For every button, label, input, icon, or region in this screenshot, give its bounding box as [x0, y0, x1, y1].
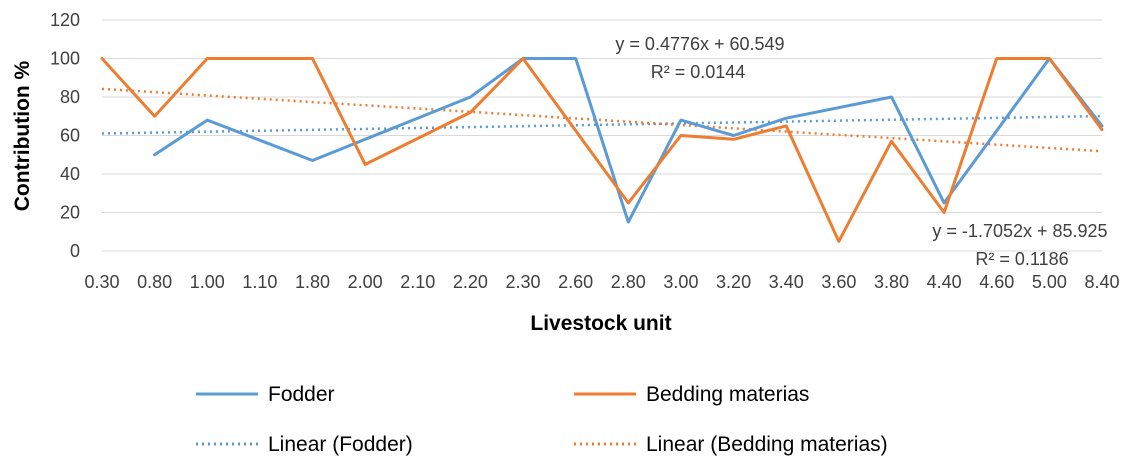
- series-lines: [100, 57, 1104, 243]
- legend-label-linear-fodder: Linear (Fodder): [268, 433, 413, 456]
- x-tick-label: 1.80: [295, 272, 330, 292]
- series-line-bedding: [100, 57, 1104, 243]
- y-tick-label: 0: [70, 241, 80, 261]
- x-tick-label: 0.80: [137, 272, 172, 292]
- legend-item-linear-bedding: Linear (Bedding materias): [574, 433, 888, 456]
- x-tick-label: 4.40: [927, 272, 962, 292]
- x-tick-labels: 0.30 0.80 1.00 1.10 1.80 2.00 2.10 2.20 2.30 2.60…: [84, 272, 1119, 292]
- fodder-trend-r2: R² = 0.0144: [651, 62, 746, 82]
- x-tick-label: 2.10: [400, 272, 435, 292]
- x-tick-label: 2.60: [558, 272, 593, 292]
- fodder-trend-equation: y = 0.4776x + 60.549: [615, 34, 784, 54]
- bedding-trend-equation: y = -1.7052x + 85.925: [932, 221, 1107, 241]
- x-tick-label: 0.30: [84, 272, 119, 292]
- legend-label-fodder: Fodder: [268, 383, 335, 406]
- legend-label-bedding: Bedding materias: [646, 383, 809, 406]
- x-tick-label: 1.10: [242, 272, 277, 292]
- y-tick-label: 60: [60, 126, 80, 146]
- x-tick-label: 2.30: [506, 272, 541, 292]
- x-tick-label: 1.00: [190, 272, 225, 292]
- legend-item-linear-fodder: Linear (Fodder): [196, 433, 413, 456]
- legend-item-fodder: Fodder: [196, 383, 335, 406]
- y-tick-label: 100: [50, 49, 80, 69]
- x-tick-label: 2.00: [348, 272, 383, 292]
- y-tick-labels: 0 20 40 60 80 100 120: [50, 10, 80, 261]
- x-tick-label: 3.20: [716, 272, 751, 292]
- y-tick-label: 120: [50, 10, 80, 30]
- series-line-fodder: [153, 57, 1104, 224]
- y-tick-label: 80: [60, 87, 80, 107]
- x-tick-label: 3.60: [821, 272, 856, 292]
- legend-label-linear-bedding: Linear (Bedding materias): [646, 433, 888, 456]
- x-axis-label: Livestock unit: [530, 312, 671, 335]
- x-tick-label: 5.00: [1032, 272, 1067, 292]
- x-tick-label: 3.00: [663, 272, 698, 292]
- trendlines: [101, 87, 1103, 153]
- x-tick-label: 2.20: [453, 272, 488, 292]
- legend-item-bedding: Bedding materias: [574, 383, 809, 406]
- y-tick-label: 40: [60, 164, 80, 184]
- legend: Fodder Bedding materias Linear (Fodder) …: [196, 383, 888, 456]
- trendline-fodder: [101, 114, 1103, 135]
- x-tick-label: 8.40: [1084, 272, 1119, 292]
- x-tick-label: 2.80: [611, 272, 646, 292]
- trendline-bedding: [101, 87, 1103, 153]
- y-axis-label: Contribution %: [11, 60, 34, 211]
- x-tick-label: 4.60: [979, 272, 1014, 292]
- bedding-trend-r2: R² = 0.1186: [975, 249, 1068, 269]
- x-tick-label: 3.40: [769, 272, 804, 292]
- y-tick-label: 20: [60, 203, 80, 223]
- x-tick-label: 3.80: [874, 272, 909, 292]
